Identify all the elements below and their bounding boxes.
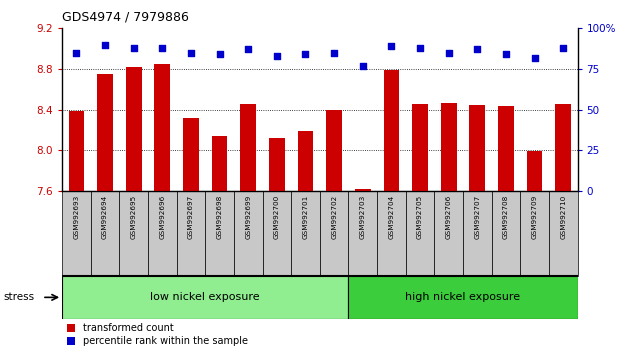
Text: GSM992710: GSM992710 [560,195,566,239]
Bar [212,136,227,191]
Text: GSM992702: GSM992702 [331,195,337,239]
FancyBboxPatch shape [377,191,406,276]
FancyBboxPatch shape [119,191,148,276]
Point [186,50,196,56]
FancyBboxPatch shape [234,191,263,276]
FancyBboxPatch shape [434,191,463,276]
FancyBboxPatch shape [406,191,434,276]
FancyBboxPatch shape [348,191,377,276]
Bar [412,104,428,191]
Text: low nickel exposure: low nickel exposure [150,292,260,302]
Point [157,45,167,51]
Bar [527,152,543,191]
Text: GSM992704: GSM992704 [388,195,394,239]
FancyBboxPatch shape [206,191,234,276]
Legend: transformed count, percentile rank within the sample: transformed count, percentile rank withi… [67,324,248,346]
Point [358,63,368,69]
Point [443,50,453,56]
Bar [297,131,314,191]
Bar [126,67,142,191]
FancyBboxPatch shape [91,191,119,276]
Bar [97,74,113,191]
Text: GSM992696: GSM992696 [160,195,165,239]
Text: GSM992705: GSM992705 [417,195,423,239]
Point [272,53,282,59]
Bar [68,111,84,191]
FancyBboxPatch shape [348,276,578,319]
Point [415,45,425,51]
Text: GSM992694: GSM992694 [102,195,108,239]
FancyBboxPatch shape [62,276,348,319]
Text: GDS4974 / 7979886: GDS4974 / 7979886 [62,11,189,24]
FancyBboxPatch shape [520,191,549,276]
Bar [498,105,514,191]
Text: GSM992697: GSM992697 [188,195,194,239]
Point [71,50,81,56]
FancyBboxPatch shape [492,191,520,276]
Point [129,45,138,51]
Point [530,55,540,61]
Point [301,52,310,57]
Point [473,47,483,52]
Bar [155,64,170,191]
Point [329,50,339,56]
Point [100,42,110,47]
Bar [269,138,285,191]
FancyBboxPatch shape [62,191,91,276]
Point [501,52,511,57]
FancyBboxPatch shape [463,191,492,276]
Point [243,47,253,52]
Bar [555,104,571,191]
Text: GSM992707: GSM992707 [474,195,480,239]
Point [215,52,225,57]
Text: GSM992695: GSM992695 [130,195,137,239]
Text: GSM992703: GSM992703 [360,195,366,239]
Text: stress: stress [3,292,34,302]
Point [386,44,396,49]
FancyBboxPatch shape [320,191,348,276]
FancyBboxPatch shape [263,191,291,276]
Bar [441,103,456,191]
Text: GSM992698: GSM992698 [217,195,222,239]
Text: GSM992708: GSM992708 [503,195,509,239]
Text: GSM992699: GSM992699 [245,195,252,239]
FancyBboxPatch shape [148,191,176,276]
Bar [355,189,371,191]
Text: GSM992701: GSM992701 [302,195,309,239]
Bar [240,104,256,191]
FancyBboxPatch shape [176,191,206,276]
Text: GSM992700: GSM992700 [274,195,280,239]
Point [558,45,568,51]
Text: GSM992709: GSM992709 [532,195,538,239]
Text: high nickel exposure: high nickel exposure [406,292,520,302]
Bar [183,118,199,191]
FancyBboxPatch shape [549,191,578,276]
FancyBboxPatch shape [291,191,320,276]
Text: GSM992706: GSM992706 [446,195,451,239]
Bar [384,70,399,191]
Bar [326,110,342,191]
Bar [469,105,485,191]
Text: GSM992693: GSM992693 [73,195,79,239]
